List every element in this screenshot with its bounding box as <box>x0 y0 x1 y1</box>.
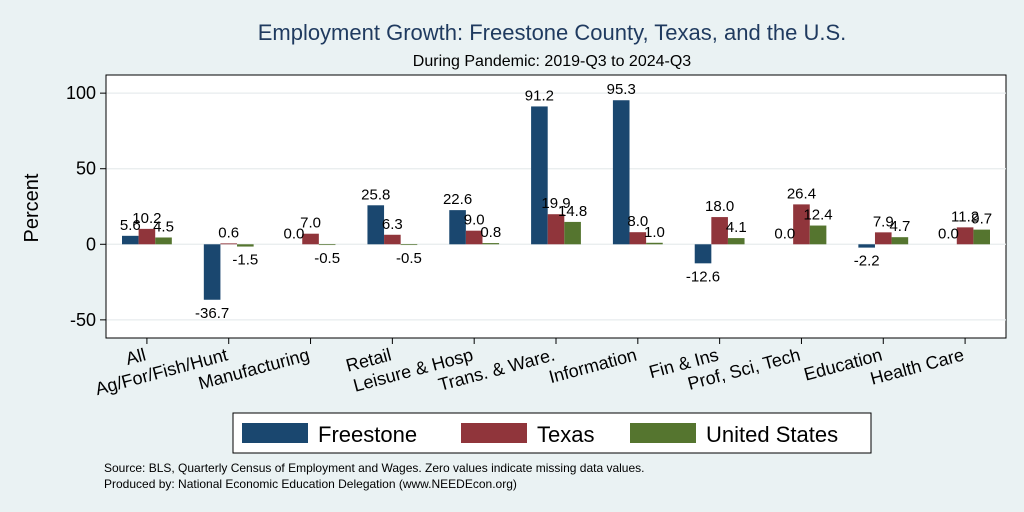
y-axis-label: Percent <box>21 173 43 242</box>
data-label-united-states-ag-for-fish-hunt: -1.5 <box>232 252 258 269</box>
bar-united-states-health-care <box>973 229 990 245</box>
data-label-freestone-prof-sci-tech: 0.0 <box>774 225 795 242</box>
data-label-freestone-health-care: 0.0 <box>938 225 959 242</box>
bar-texas-leisure-hosp <box>465 230 483 245</box>
bar-freestone-ag-for-fish-hunt <box>203 244 221 300</box>
data-label-freestone-leisure-hosp: 22.6 <box>443 191 472 208</box>
data-label-texas-ag-for-fish-hunt: 0.6 <box>218 224 239 241</box>
bar-united-states-manufacturing <box>318 244 336 246</box>
data-label-texas-manufacturing: 7.0 <box>300 215 321 232</box>
legend-label-freestone: Freestone <box>318 422 417 447</box>
bar-freestone-leisure-hosp <box>449 210 466 245</box>
legend-label-united-states: United States <box>706 422 838 447</box>
data-label-united-states-prof-sci-tech: 12.4 <box>803 207 832 224</box>
data-label-texas-all: 10.2 <box>132 210 161 227</box>
bar-freestone-trans-ware <box>531 106 548 245</box>
legend: Freestone Texas United States <box>232 412 872 454</box>
bar-united-states-information <box>646 242 663 245</box>
data-label-texas-retail: 6.3 <box>382 216 403 233</box>
legend-box <box>232 412 872 454</box>
bar-united-states-trans-ware <box>564 221 581 245</box>
y-tick-label: 50 <box>76 159 96 179</box>
plot-area <box>105 74 1007 339</box>
data-label-texas-health-care: 11.2 <box>951 208 979 225</box>
bar-texas-ag-for-fish-hunt <box>220 243 238 245</box>
bar-freestone-education <box>858 244 875 248</box>
data-label-united-states-leisure-hosp: 0.8 <box>480 224 501 241</box>
bar-united-states-fin-ins <box>727 238 745 245</box>
bar-texas-education <box>874 232 892 245</box>
data-label-freestone-manufacturing: 0.0 <box>284 225 305 242</box>
data-label-united-states-trans-ware: 14.8 <box>558 203 587 220</box>
bar-united-states-ag-for-fish-hunt <box>237 244 254 247</box>
produced-note: Produced by: National Economic Education… <box>104 477 517 491</box>
x-tick-label: Information <box>547 345 639 388</box>
data-label-freestone-education: -2.2 <box>854 253 880 270</box>
data-label-united-states-retail: -0.5 <box>396 250 422 267</box>
y-tick-label: 0 <box>86 234 96 254</box>
data-label-texas-education: 7.9 <box>873 213 894 230</box>
data-label-freestone-retail: 25.8 <box>361 186 390 203</box>
bar-united-states-leisure-hosp <box>482 243 500 245</box>
data-label-united-states-health-care: 9.7 <box>971 211 992 228</box>
data-label-united-states-information: 1.0 <box>644 224 665 241</box>
bar-freestone-information <box>612 100 630 245</box>
data-label-freestone-trans-ware: 91.2 <box>525 87 554 104</box>
bar-texas-retail <box>384 234 401 245</box>
y-axis: 100 50 0 -50 <box>66 75 107 338</box>
bar-united-states-prof-sci-tech <box>809 225 827 245</box>
bars <box>122 100 990 300</box>
y-tick-label: -50 <box>70 310 96 330</box>
legend-swatch-freestone <box>242 423 308 443</box>
bar-texas-health-care <box>956 227 974 245</box>
bar-texas-prof-sci-tech <box>793 204 810 245</box>
bar-texas-information <box>629 232 647 245</box>
bar-freestone-retail <box>367 205 385 245</box>
x-tick-label: Health Care <box>868 345 966 389</box>
data-labels: 5.610.24.5-36.70.6-1.50.07.0-0.525.86.3-… <box>120 81 992 322</box>
bar-texas-all <box>138 228 156 245</box>
data-label-united-states-fin-ins: 4.1 <box>726 219 747 236</box>
data-label-texas-leisure-hosp: 9.0 <box>464 212 485 229</box>
chart-subtitle: During Pandemic: 2019-Q3 to 2024-Q3 <box>413 53 691 70</box>
data-label-freestone-all: 5.6 <box>120 217 141 234</box>
legend-label-texas: Texas <box>537 422 594 447</box>
data-label-texas-trans-ware: 19.9 <box>541 195 570 212</box>
data-label-freestone-information: 95.3 <box>607 81 636 98</box>
data-label-texas-prof-sci-tech: 26.4 <box>787 185 816 202</box>
data-label-freestone-ag-for-fish-hunt: -36.7 <box>195 305 229 322</box>
data-label-texas-information: 8.0 <box>627 213 648 230</box>
bar-united-states-all <box>155 237 172 245</box>
y-tick-label: 100 <box>66 83 96 103</box>
data-label-united-states-manufacturing: -0.5 <box>314 250 340 267</box>
legend-swatch-united-states <box>630 423 696 443</box>
data-label-texas-fin-ins: 18.0 <box>705 198 734 215</box>
data-label-united-states-education: 4.7 <box>889 218 910 235</box>
chart-title: Employment Growth: Freestone County, Tex… <box>258 20 847 45</box>
bar-freestone-fin-ins <box>694 244 712 264</box>
source-note: Source: BLS, Quarterly Census of Employm… <box>104 461 644 475</box>
legend-swatch-texas <box>461 423 527 443</box>
data-label-freestone-fin-ins: -12.6 <box>686 268 720 285</box>
bar-united-states-education <box>891 237 909 245</box>
bar-texas-manufacturing <box>302 233 319 245</box>
bar-texas-trans-ware <box>547 214 565 245</box>
bar-united-states-retail <box>400 244 418 246</box>
bar-freestone-all <box>122 235 139 245</box>
bar-texas-fin-ins <box>711 217 728 245</box>
data-label-united-states-all: 4.5 <box>153 218 174 235</box>
